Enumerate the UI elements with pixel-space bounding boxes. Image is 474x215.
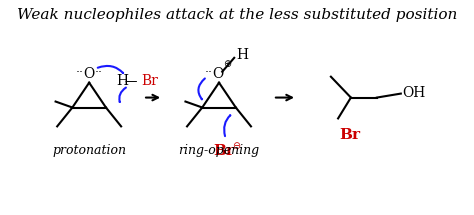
Text: Weak nucleophiles attack at the less substituted position: Weak nucleophiles attack at the less sub… — [17, 8, 457, 22]
Text: ring-opening: ring-opening — [178, 144, 260, 157]
Text: —: — — [125, 75, 137, 88]
Text: O: O — [212, 67, 223, 81]
FancyArrowPatch shape — [98, 66, 123, 73]
FancyArrowPatch shape — [199, 78, 205, 99]
FancyArrowPatch shape — [224, 115, 230, 136]
FancyArrowPatch shape — [119, 88, 126, 102]
Text: O: O — [83, 67, 95, 81]
Text: Br: Br — [214, 144, 235, 158]
Text: H: H — [116, 74, 128, 88]
Text: ··: ·· — [75, 66, 83, 79]
Text: protonation: protonation — [52, 144, 126, 157]
Text: ⊖: ⊖ — [232, 141, 240, 151]
Text: Br: Br — [141, 74, 158, 88]
Text: H: H — [237, 48, 248, 62]
Text: Br: Br — [339, 128, 361, 142]
Text: ··: ·· — [95, 66, 103, 79]
Text: ⊕: ⊕ — [223, 59, 231, 69]
Text: OH: OH — [402, 86, 425, 100]
Text: ··: ·· — [204, 66, 212, 79]
